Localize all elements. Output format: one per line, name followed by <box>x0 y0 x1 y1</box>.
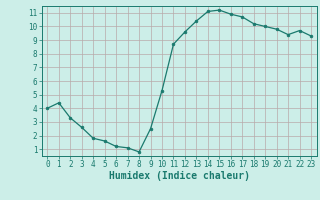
X-axis label: Humidex (Indice chaleur): Humidex (Indice chaleur) <box>109 171 250 181</box>
